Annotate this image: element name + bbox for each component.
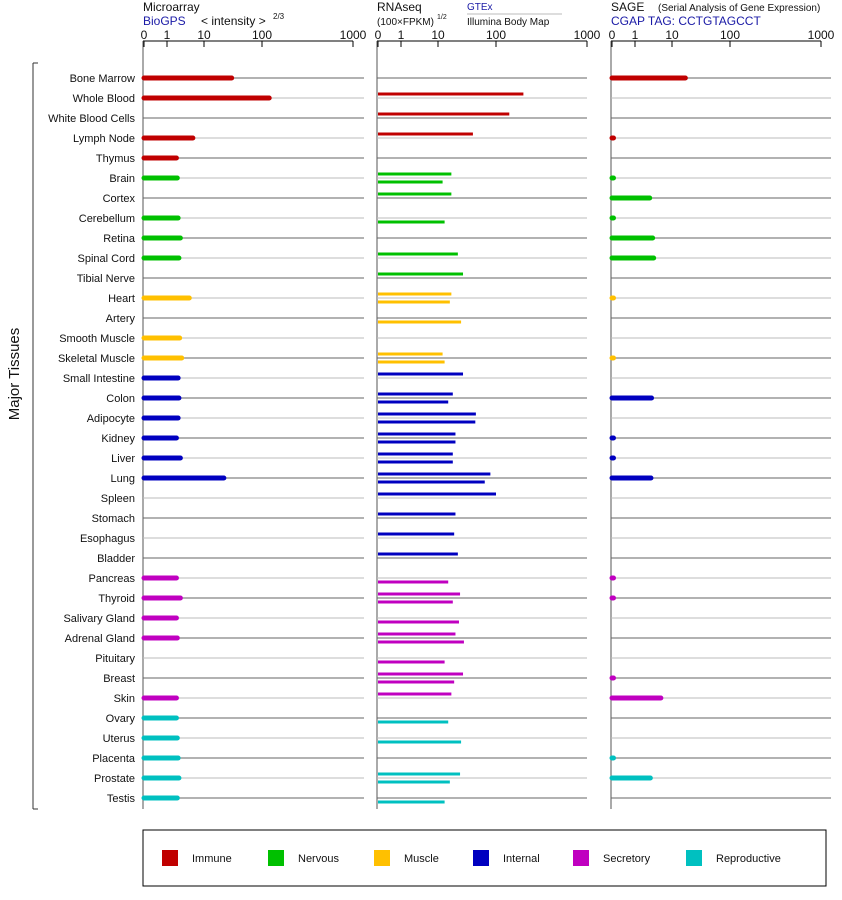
tissue-label: Tibial Nerve	[77, 273, 135, 285]
tissue-label: Prostate	[94, 773, 135, 785]
tissue-label: Adipocyte	[87, 413, 135, 425]
tissue-label: Pancreas	[89, 573, 136, 585]
sage-title: SAGE	[611, 0, 644, 14]
legend-label: Internal	[503, 853, 540, 865]
microarray-tick-label: 100	[252, 28, 272, 42]
tissue-label: Small Intestine	[63, 373, 135, 385]
sage-header: SAGE (Serial Analysis of Gene Expression…	[611, 0, 820, 28]
tissue-label: Artery	[106, 313, 136, 325]
tissue-labels: Bone Marrow Whole Blood White Blood Cells L…	[48, 73, 136, 805]
tissue-label: Skin	[114, 693, 135, 705]
tissue-label: Salivary Gland	[63, 613, 135, 625]
microarray-note: < intensity >	[201, 14, 266, 28]
tissue-label: Adrenal Gland	[65, 633, 135, 645]
tissue-label: Lung	[111, 473, 135, 485]
tissue-label: Heart	[108, 293, 135, 305]
legend-label: Reproductive	[716, 853, 781, 865]
tissue-label: Colon	[106, 393, 135, 405]
sage-tick-label: 1000	[808, 28, 835, 42]
rnaseq-header: RNAseq (100×FPKM) 1/2 GTEx Illumina Body…	[377, 0, 562, 28]
tissue-label: Uterus	[103, 733, 136, 745]
tissue-label: Testis	[107, 793, 136, 805]
rnaseq-tick-label: 10	[431, 28, 445, 42]
sage-tick-label: 1	[632, 28, 639, 42]
side-label: Major Tissues	[6, 328, 23, 421]
legend: Immune Nervous Muscle Internal Secretory Repr…	[142, 829, 827, 887]
microarray-tick-label: 1	[164, 28, 171, 42]
tissue-label: Skeletal Muscle	[58, 353, 135, 365]
microarray-tick-label: 1000	[340, 28, 367, 42]
side-label-group: Major Tissues	[6, 62, 38, 810]
tissue-label: Kidney	[101, 433, 135, 445]
tissue-label: Breast	[103, 673, 135, 685]
rnaseq-tick-label: 1000	[574, 28, 601, 42]
legend-label: Immune	[192, 853, 232, 865]
row-gridlines	[143, 77, 831, 799]
rnaseq-tick-label: 1	[398, 28, 405, 42]
legend-swatch	[473, 850, 489, 866]
sage-subtitle: CGAP TAG: CCTGTAGCCT	[611, 14, 761, 28]
legend-swatch	[573, 850, 589, 866]
microarray-tick-label: 10	[197, 28, 211, 42]
microarray-subtitle: BioGPS	[143, 14, 186, 28]
microarray-header: Microarray BioGPS < intensity > 2/3	[143, 0, 285, 28]
rnaseq-unit: (100×FPKM)	[377, 17, 434, 28]
microarray-tick-label: 0	[141, 28, 148, 42]
rnaseq-unit-exponent: 1/2	[437, 14, 447, 21]
legend-label: Nervous	[298, 853, 339, 865]
tissue-label: Placenta	[92, 753, 136, 765]
rnaseq-source-ibm: Illumina Body Map	[467, 17, 550, 28]
tissue-label: White Blood Cells	[48, 113, 135, 125]
tissue-label: Whole Blood	[73, 93, 135, 105]
legend-label: Secretory	[603, 853, 651, 865]
microarray-note-exponent: 2/3	[273, 12, 285, 21]
legend-swatch	[686, 850, 702, 866]
legend-items: Immune Nervous Muscle Internal Secretory Repr…	[162, 850, 781, 866]
tissue-label: Brain	[109, 173, 135, 185]
tissue-label: Bone Marrow	[70, 73, 135, 85]
legend-swatch	[162, 850, 178, 866]
tissue-label: Bladder	[97, 553, 135, 565]
legend-label: Muscle	[404, 853, 439, 865]
sage-note: (Serial Analysis of Gene Expression)	[658, 3, 820, 14]
tissue-label: Liver	[111, 453, 135, 465]
legend-swatch	[374, 850, 390, 866]
tissue-label: Retina	[103, 233, 136, 245]
tissue-label: Cerebellum	[79, 213, 135, 225]
tissue-label: Lymph Node	[73, 133, 135, 145]
rnaseq-tick-label: 100	[486, 28, 506, 42]
tissue-label: Pituitary	[95, 653, 135, 665]
tissue-label: Cortex	[103, 193, 136, 205]
tissue-label: Ovary	[106, 713, 136, 725]
tissue-label: Spinal Cord	[78, 253, 135, 265]
tissue-label: Thymus	[96, 153, 136, 165]
tissue-label: Stomach	[92, 513, 135, 525]
sage-tick-label: 100	[720, 28, 740, 42]
panel-axes: 0 1 10 100 1000 0 1 10 100 1000 0 1 10 100 1000	[141, 28, 835, 809]
sage-tick-label: 0	[609, 28, 616, 42]
rnaseq-tick-label: 0	[375, 28, 382, 42]
microarray-title: Microarray	[143, 0, 200, 14]
rnaseq-source-gtex: GTEx	[467, 2, 493, 13]
legend-swatch	[268, 850, 284, 866]
sage-tick-label: 10	[665, 28, 679, 42]
rnaseq-title: RNAseq	[377, 0, 422, 14]
tissue-label: Esophagus	[80, 533, 136, 545]
tissue-label: Thyroid	[98, 593, 135, 605]
tissue-label: Smooth Muscle	[59, 333, 135, 345]
expression-bars	[141, 75, 688, 804]
tissue-label: Spleen	[101, 493, 135, 505]
